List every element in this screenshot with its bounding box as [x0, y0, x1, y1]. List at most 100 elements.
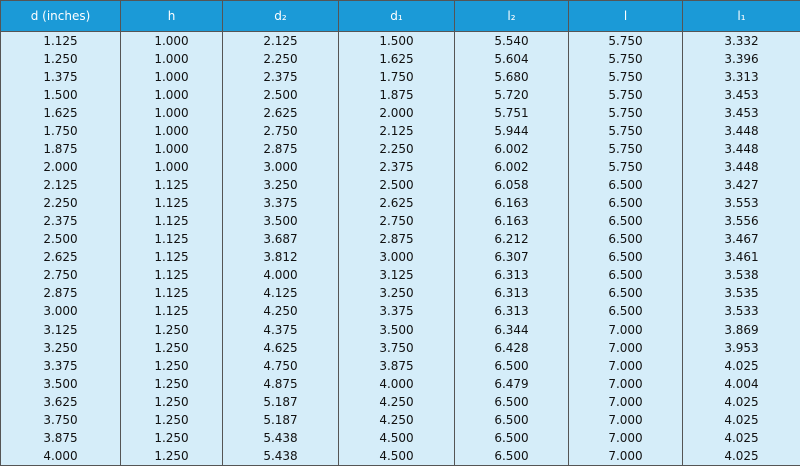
table-cell: 3.625	[0, 392, 121, 411]
table-cell: 1.250	[120, 320, 223, 339]
table-cell: 1.250	[120, 428, 223, 447]
table-cell: 6.058	[454, 176, 569, 195]
table-cell: 1.000	[120, 86, 223, 105]
table-cell: 1.125	[120, 212, 223, 231]
table-cell: 1.250	[120, 446, 223, 466]
header-cell: l	[568, 0, 683, 32]
table-cell: 4.025	[682, 392, 800, 411]
table-cell: 6.500	[568, 302, 683, 321]
table-cell: 3.000	[222, 158, 339, 177]
table-cell: 1.250	[120, 410, 223, 429]
table-cell: 2.000	[338, 104, 455, 123]
table-cell: 3.448	[682, 140, 800, 159]
table-cell: 3.500	[222, 212, 339, 231]
table-cell: 3.553	[682, 194, 800, 213]
header-row: d (inches) h d₂ d₁ l₂ l l₁	[0, 0, 800, 32]
table-cell: 6.002	[454, 158, 569, 177]
table-cell: 2.125	[0, 176, 121, 195]
table-cell: 6.500	[568, 212, 683, 231]
table-row: 1.375 1.000 2.375 1.750 5.680 5.750 3.313	[0, 68, 800, 87]
table-cell: 4.025	[682, 446, 800, 466]
table-cell: 6.212	[454, 230, 569, 249]
table-cell: 1.125	[120, 194, 223, 213]
table-cell: 5.944	[454, 122, 569, 141]
table-cell: 3.869	[682, 320, 800, 339]
table-cell: 6.163	[454, 194, 569, 213]
table-cell: 2.500	[222, 86, 339, 105]
table-cell: 4.500	[338, 428, 455, 447]
table-cell: 7.000	[568, 428, 683, 447]
table-cell: 7.000	[568, 356, 683, 375]
table-row: 3.750 1.250 5.187 4.250 6.500 7.000 4.025	[0, 410, 800, 429]
table-cell: 5.187	[222, 392, 339, 411]
table-row: 2.375 1.125 3.500 2.750 6.163 6.500 3.556	[0, 212, 800, 231]
table-cell: 2.750	[338, 212, 455, 231]
table-cell: 1.500	[338, 31, 455, 51]
table-cell: 6.500	[454, 356, 569, 375]
table-cell: 1.000	[120, 50, 223, 69]
table-cell: 1.875	[338, 86, 455, 105]
table-cell: 4.000	[0, 446, 121, 466]
table-cell: 1.625	[0, 104, 121, 123]
header-cell: d₁	[338, 0, 455, 32]
table-cell: 5.750	[568, 86, 683, 105]
table-row: 3.000 1.125 4.250 3.375 6.313 6.500 3.533	[0, 302, 800, 321]
table-cell: 1.125	[120, 284, 223, 303]
table-row: 3.375 1.250 4.750 3.875 6.500 7.000 4.025	[0, 356, 800, 375]
table-cell: 2.250	[222, 50, 339, 69]
table-cell: 3.750	[338, 338, 455, 357]
table-cell: 3.687	[222, 230, 339, 249]
table-row: 4.000 1.250 5.438 4.500 6.500 7.000 4.025	[0, 446, 800, 466]
table-row: 1.750 1.000 2.750 2.125 5.944 5.750 3.448	[0, 122, 800, 141]
header-cell: h	[120, 0, 223, 32]
table-cell: 2.000	[0, 158, 121, 177]
table-cell: 2.625	[338, 194, 455, 213]
table-cell: 3.250	[338, 284, 455, 303]
table-cell: 3.875	[0, 428, 121, 447]
table-cell: 1.250	[120, 338, 223, 357]
table-cell: 4.000	[338, 374, 455, 393]
table-cell: 5.720	[454, 86, 569, 105]
table-row: 1.625 1.000 2.625 2.000 5.751 5.750 3.453	[0, 104, 800, 123]
table-cell: 4.500	[338, 446, 455, 466]
header-cell: d₂	[222, 0, 339, 32]
table-row: 2.000 1.000 3.000 2.375 6.002 5.750 3.448	[0, 158, 800, 177]
table-cell: 4.004	[682, 374, 800, 393]
table-cell: 4.250	[222, 302, 339, 321]
table-cell: 6.500	[568, 230, 683, 249]
table-cell: 2.375	[0, 212, 121, 231]
table-row: 3.875 1.250 5.438 4.500 6.500 7.000 4.025	[0, 428, 800, 447]
table-cell: 1.000	[120, 68, 223, 87]
table-cell: 4.025	[682, 428, 800, 447]
table-cell: 2.875	[222, 140, 339, 159]
table-cell: 6.500	[454, 428, 569, 447]
table-cell: 5.751	[454, 104, 569, 123]
table-cell: 3.535	[682, 284, 800, 303]
table-cell: 1.000	[120, 31, 223, 51]
table-cell: 1.125	[0, 31, 121, 51]
table-cell: 1.375	[0, 68, 121, 87]
table-cell: 4.875	[222, 374, 339, 393]
table-cell: 5.750	[568, 68, 683, 87]
table-cell: 1.250	[0, 50, 121, 69]
table-cell: 1.125	[120, 266, 223, 285]
table-cell: 1.000	[120, 104, 223, 123]
table-cell: 1.250	[120, 374, 223, 393]
table-cell: 4.625	[222, 338, 339, 357]
table-cell: 1.500	[0, 86, 121, 105]
table-cell: 7.000	[568, 374, 683, 393]
table-cell: 3.375	[222, 194, 339, 213]
table-cell: 1.125	[120, 176, 223, 195]
table-row: 2.875 1.125 4.125 3.250 6.313 6.500 3.535	[0, 284, 800, 303]
table-cell: 3.453	[682, 86, 800, 105]
table-cell: 3.000	[338, 248, 455, 267]
table-cell: 2.750	[222, 122, 339, 141]
table-cell: 2.625	[222, 104, 339, 123]
table-cell: 4.250	[338, 410, 455, 429]
table-cell: 4.125	[222, 284, 339, 303]
table-cell: 3.812	[222, 248, 339, 267]
table-cell: 3.250	[222, 176, 339, 195]
table-cell: 5.187	[222, 410, 339, 429]
table-cell: 3.533	[682, 302, 800, 321]
